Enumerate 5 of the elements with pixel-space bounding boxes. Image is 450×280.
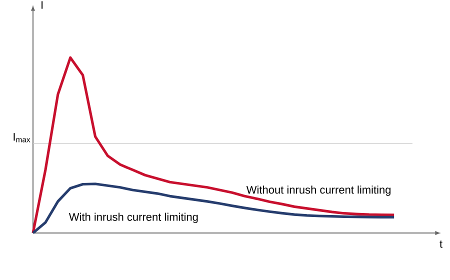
ref-line-label: I$_{max}$: [14, 133, 30, 142]
series-label: With inrush current limiting: [68, 212, 198, 224]
y-axis-title: I: [42, 1, 43, 9]
series-label: Without inrush current limiting: [246, 186, 391, 196]
x-axis-title: t: [440, 240, 442, 248]
